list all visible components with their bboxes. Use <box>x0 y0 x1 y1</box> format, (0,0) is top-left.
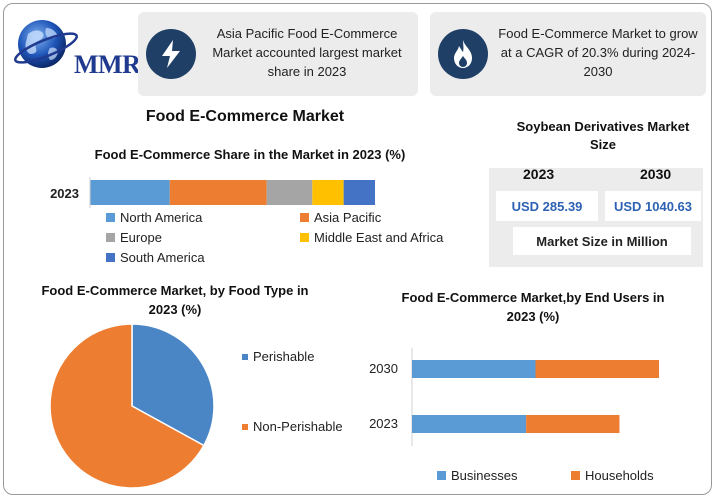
end-user-chart-title: Food E-Commerce Market,by End Users in 2… <box>401 290 665 324</box>
legend-swatch <box>106 253 115 262</box>
highlight-card-text: Food E-Commerce Market to grow at a CAGR… <box>498 26 698 79</box>
legend-label: Businesses <box>451 468 518 483</box>
legend-europe: Europe <box>106 230 162 245</box>
legend-households: Households <box>571 468 654 483</box>
legend-swatch <box>242 353 248 360</box>
market-size-year-2030: 2030 <box>640 166 672 182</box>
market-size-year-2023: 2023 <box>523 166 555 182</box>
legend-label: Households <box>585 468 654 483</box>
legend-label: North America <box>120 210 203 225</box>
bar-segment-middle-east-and-africa <box>312 180 344 205</box>
legend-perishable: Perishable <box>242 349 314 364</box>
legend-label: Non-Perishable <box>253 419 343 434</box>
legend-swatch <box>106 213 115 222</box>
highlight-card-asia: Asia Pacific Food E-Commerce Market acco… <box>138 12 418 96</box>
highlight-card-cagr: Food E-Commerce Market to grow at a CAGR… <box>430 12 706 96</box>
bar-segment-south-america <box>343 180 375 205</box>
region-chart-title: Food E-Commerce Share in the Market in 2… <box>94 147 406 162</box>
lightning-icon <box>146 29 196 79</box>
logo-text: MMR <box>74 50 141 79</box>
market-size-title: Soybean Derivatives Market Size <box>516 119 690 152</box>
legend-asia-pacific: Asia Pacific <box>300 210 381 225</box>
legend-swatch <box>300 233 309 242</box>
legend-swatch <box>106 233 115 242</box>
legend-south-america: South America <box>106 250 205 265</box>
market-size-value-2030: USD 1040.63 <box>605 191 701 221</box>
market-size-value-2023: USD 285.39 <box>496 191 598 221</box>
legend-label: Europe <box>120 230 162 245</box>
legend-non-perishable: Non-Perishable <box>242 419 343 434</box>
legend-swatch <box>242 423 248 430</box>
legend-middle-east-africa: Middle East and Africa <box>300 230 443 245</box>
legend-label: Middle East and Africa <box>314 230 444 245</box>
globe-icon <box>14 20 78 68</box>
highlight-card-text: Asia Pacific Food E-Commerce Market acco… <box>212 26 402 79</box>
legend-businesses: Businesses <box>437 468 517 483</box>
legend-label: South America <box>120 250 205 265</box>
bar-segment-asia-pacific <box>169 180 267 205</box>
mmr-logo: MMR <box>10 14 142 79</box>
legend-north-america: North America <box>106 210 202 225</box>
pie-chart-title: Food E-Commerce Market, by Food Type in … <box>41 283 309 317</box>
bar-segment-north-america <box>90 180 170 205</box>
main-title: Food E-Commerce Market <box>145 108 345 125</box>
infographic-frame <box>3 3 712 495</box>
legend-label: Asia Pacific <box>314 210 382 225</box>
legend-swatch <box>300 213 309 222</box>
legend-swatch <box>571 471 580 480</box>
legend-swatch <box>437 471 446 480</box>
region-chart-category-label: 2023 <box>50 186 79 201</box>
legend-label: Perishable <box>253 349 315 364</box>
market-size-unit: Market Size in Million <box>513 227 691 255</box>
flame-icon <box>438 29 488 79</box>
bar-segment-europe <box>266 180 313 205</box>
